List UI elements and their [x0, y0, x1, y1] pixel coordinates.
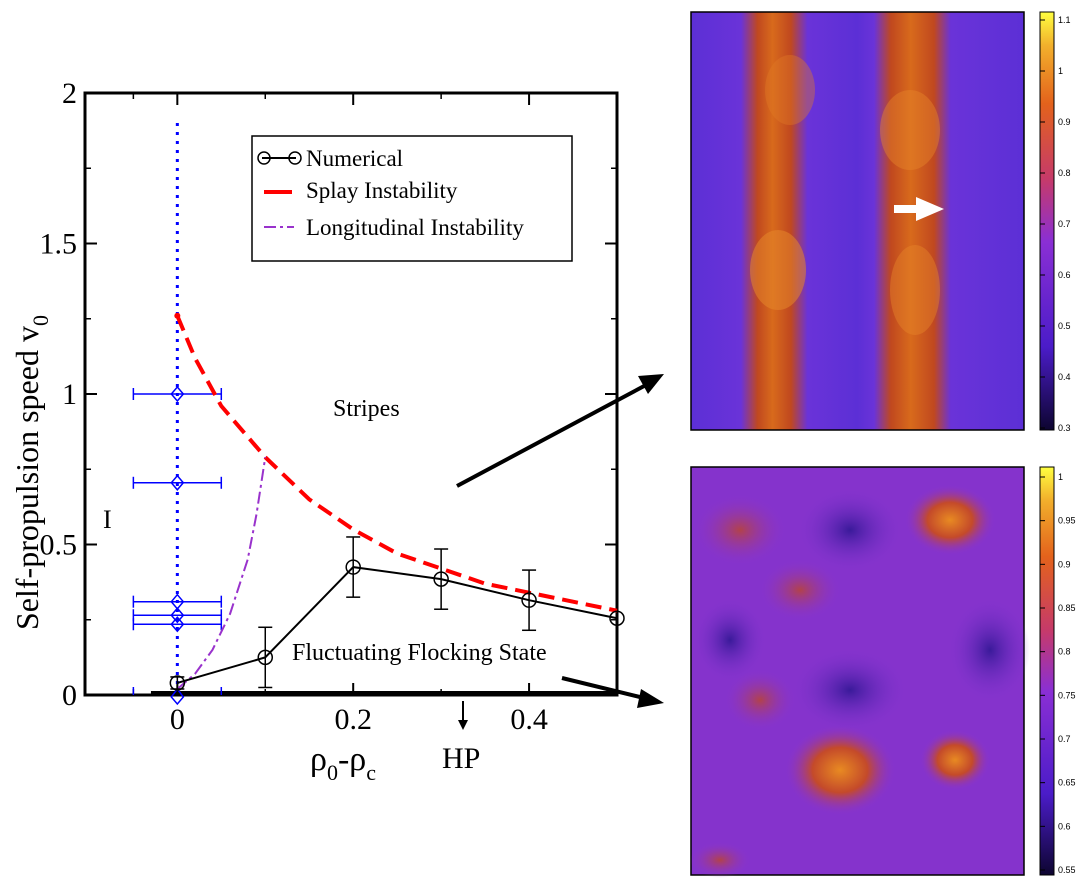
- colorbar-tick-label: 0.7: [1058, 734, 1071, 744]
- arrow-to-stripes-snapshot: [456, 383, 647, 488]
- series-layer: [132, 123, 625, 706]
- numerical-marker: [521, 592, 537, 608]
- x-tick-label: 0.4: [510, 703, 548, 736]
- phase-diagram: 0 0.5 1 1.5 2 0 0.2 0.4 Numerical Splay Instab…: [9, 77, 664, 785]
- colorbar-tick-label: 0.5: [1058, 321, 1071, 331]
- colorbar-tick-label: 0.8: [1058, 168, 1071, 178]
- y-tick-label: 1: [62, 378, 77, 411]
- velocity-arrow-shaft: [894, 205, 918, 213]
- flocking-snapshot: 1 0.95 0.9 0.85 0.8 0.75 0.7 0.65 0.6 0.55: [690, 466, 1076, 878]
- x-axis-ticks: 0 0.2 0.4: [132, 93, 548, 736]
- flocking-dense-region: [920, 730, 990, 790]
- colorbar-tick-label: 0.7: [1058, 219, 1071, 229]
- longitudinal-instability-curve: [176, 457, 267, 690]
- numerical-marker: [433, 571, 449, 587]
- numerical-marker: [169, 675, 186, 691]
- blue-diamond-marker: [170, 385, 185, 403]
- flocking-sparse-region: [800, 490, 900, 570]
- stripe-bright-spot: [880, 90, 940, 170]
- y-tick-label: 2: [62, 77, 77, 110]
- colorbar-tick-label: 1: [1058, 66, 1063, 76]
- flocking-dense-region: [785, 725, 895, 815]
- numerical-marker: [345, 559, 361, 575]
- colorbar-tick-label: 0.3: [1058, 423, 1071, 433]
- stripe-bright-spot: [750, 230, 806, 310]
- stripes-heatmap: [690, 11, 1025, 431]
- flocking-dense-region: [725, 670, 795, 730]
- numerical-marker: [609, 610, 625, 626]
- colorbar-tick-label: 0.65: [1058, 778, 1076, 788]
- legend-marker-numerical: [257, 151, 271, 165]
- colorbar-tick-label: 0.95: [1058, 516, 1076, 526]
- legend-box: [251, 135, 573, 262]
- blue-diamond-marker: [170, 616, 185, 633]
- x-axis-label: ρ0-ρc: [310, 741, 376, 785]
- velocity-arrow-head: [916, 197, 944, 221]
- annotation-flocking: Fluctuating Flocking State: [292, 640, 547, 666]
- splay-curve-start: [174, 312, 181, 319]
- colorbar-tick-label: 1: [1058, 472, 1063, 482]
- x-tick-label: 0.2: [334, 703, 372, 736]
- flocking-dense-region: [905, 485, 995, 555]
- colorbar-tick-label: 0.9: [1058, 117, 1071, 127]
- y-axis-label: Self-propulsion speed v0: [9, 315, 53, 630]
- legend-label-numerical: Numerical: [306, 146, 403, 171]
- colorbar-tick-label: 0.4: [1058, 372, 1071, 382]
- y-tick-label: 1.5: [40, 228, 78, 261]
- legend-marker-numerical-2: [288, 151, 302, 165]
- flocking-colorbar: [1039, 466, 1055, 876]
- hp-arrow-head: [458, 720, 468, 730]
- annotation-stripes: Stripes: [333, 396, 400, 422]
- arrow-to-stripes-snapshot-head: [638, 374, 664, 394]
- colorbar-tick-label: 0.55: [1058, 865, 1076, 875]
- annotation-hp: HP: [442, 742, 480, 775]
- stripes-colorbar: [1039, 11, 1055, 431]
- flocking-sparse-region: [695, 600, 765, 680]
- splay-instability-curve: [175, 314, 618, 613]
- flocking-dense-region: [690, 842, 750, 878]
- arrow-to-flocking-snapshot-head: [637, 689, 664, 708]
- legend: Numerical Splay Instability Longitudinal…: [251, 135, 573, 262]
- blue-diamond-marker: [170, 607, 185, 624]
- colorbar-tick-label: 0.9: [1058, 559, 1071, 569]
- stripes-colorbar-ticks: 1.1 1 0.9 0.8 0.7 0.6 0.5 0.4 0.3: [1040, 15, 1071, 433]
- colorbar-tick-label: 0.6: [1058, 270, 1071, 280]
- flocking-sparse-region: [950, 600, 1030, 700]
- annotation-region-i: I: [103, 505, 112, 534]
- blue-diamond-marker: [170, 687, 185, 706]
- stripe-bright-spot: [890, 245, 940, 335]
- blue-diamond-marker: [170, 474, 185, 491]
- y-tick-label: 0: [62, 679, 77, 712]
- legend-label-longitudinal: Longitudinal Instability: [306, 215, 524, 240]
- colorbar-tick-label: 0.6: [1058, 821, 1071, 831]
- stripes-snapshot: 1.1 1 0.9 0.8 0.7 0.6 0.5 0.4 0.3: [690, 11, 1071, 433]
- legend-label-splay: Splay Instability: [306, 178, 458, 203]
- flocking-sparse-region: [795, 650, 905, 730]
- arrow-to-flocking-snapshot: [561, 676, 645, 700]
- colorbar-tick-label: 0.85: [1058, 603, 1076, 613]
- flocking-colorbar-ticks: 1 0.95 0.9 0.85 0.8 0.75 0.7 0.65 0.6 0.55: [1040, 472, 1076, 875]
- colorbar-tick-label: 0.75: [1058, 690, 1076, 700]
- flocking-dense-region: [760, 560, 840, 620]
- y-tick-label: 0.5: [40, 529, 78, 562]
- stripe-bright-spot: [765, 55, 815, 125]
- numerical-marker: [257, 649, 274, 666]
- colorbar-tick-label: 0.8: [1058, 647, 1071, 657]
- colorbar-tick-label: 1.1: [1058, 15, 1071, 25]
- y-axis-ticks: 0 0.5 1 1.5 2: [40, 77, 617, 712]
- numerical-curve: [177, 566, 618, 684]
- flocking-dense-region: [695, 495, 785, 565]
- x-tick-label: 0: [170, 703, 185, 736]
